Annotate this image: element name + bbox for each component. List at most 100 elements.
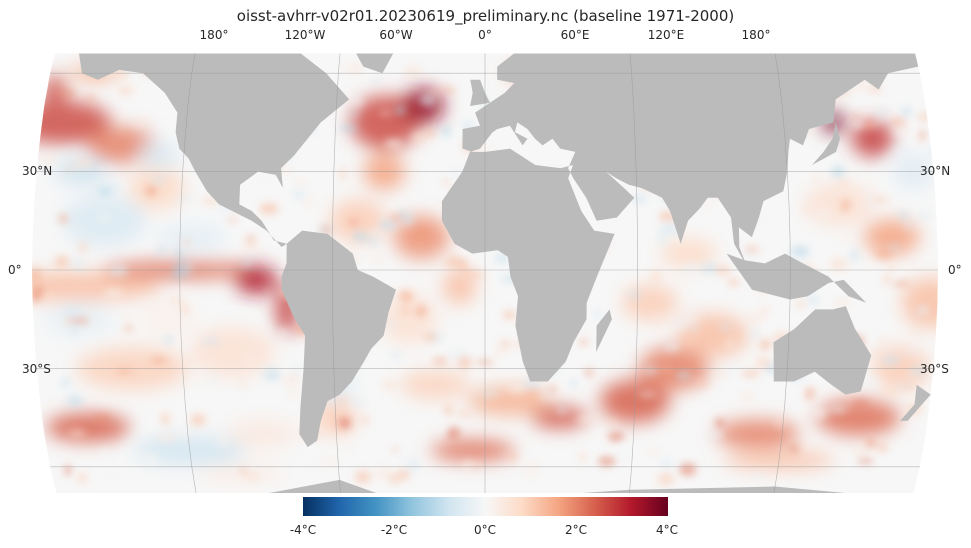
anomaly-speckle: [638, 391, 657, 397]
anomaly-speckle: [687, 338, 700, 344]
anomaly-patch: [863, 219, 920, 256]
anomaly-speckle: [851, 444, 869, 457]
lat-label-left-30s: 30°S: [22, 362, 51, 376]
anomaly-speckle: [349, 397, 366, 408]
anomaly-speckle: [642, 447, 651, 455]
anomaly-patch: [137, 140, 180, 170]
anomaly-speckle: [523, 466, 538, 479]
anomaly-speckle: [676, 370, 692, 380]
anomaly-speckle: [415, 304, 427, 318]
lon-label-180e: 180°: [741, 28, 771, 42]
anomaly-speckle: [120, 187, 128, 192]
land-indonesia: [726, 253, 867, 303]
anomaly-speckle: [805, 386, 815, 401]
anomaly-speckle: [834, 298, 850, 308]
anomaly-speckle: [338, 124, 358, 132]
anomaly-speckle: [106, 181, 123, 195]
anomaly-speckle: [857, 458, 874, 464]
anomaly-speckle: [902, 383, 914, 389]
anomaly-speckle: [726, 366, 738, 373]
anomaly-patch: [430, 439, 515, 462]
land-japan: [812, 122, 840, 165]
anomaly-speckle: [350, 96, 364, 107]
anomaly-speckle: [70, 323, 78, 336]
anomaly-speckle: [493, 350, 503, 357]
anomaly-speckle: [927, 146, 935, 159]
anomaly-speckle: [445, 255, 463, 268]
anomaly-speckle: [870, 197, 890, 203]
anomaly-speckle: [151, 177, 165, 185]
anomaly-speckle: [381, 379, 396, 391]
anomaly-speckle: [681, 336, 691, 341]
anomaly-speckle: [32, 285, 44, 298]
anomaly-speckle: [695, 379, 709, 387]
anomaly-speckle: [216, 434, 229, 447]
anomaly-speckle: [400, 289, 414, 304]
anomaly-patch: [402, 87, 445, 125]
anomaly-speckle: [348, 219, 359, 226]
lon-label-120e: 120°E: [647, 28, 685, 42]
anomaly-speckle: [414, 227, 428, 239]
anomaly-speckle: [55, 255, 70, 268]
anomaly-speckle: [886, 244, 901, 249]
anomaly-speckle: [70, 257, 87, 271]
anomaly-speckle: [598, 456, 616, 467]
anomaly-speckle: [163, 336, 174, 343]
anomaly-speckle: [745, 313, 766, 324]
anomaly-speckle: [861, 376, 880, 388]
anomaly-patch: [235, 265, 278, 295]
anomaly-speckle: [627, 292, 643, 299]
anomaly-speckle: [877, 442, 888, 453]
anomaly-speckle: [917, 113, 931, 121]
anomaly-speckle: [910, 327, 918, 340]
anomaly-speckle: [194, 416, 206, 422]
map-title: oisst-avhrr-v02r01.20230619_preliminary.…: [236, 7, 735, 25]
anomaly-speckle: [157, 432, 177, 443]
anomaly-speckle: [671, 321, 690, 329]
anomaly-patch: [199, 466, 284, 481]
anomaly-patch: [227, 419, 298, 449]
anomaly-speckle: [32, 267, 40, 274]
anomaly-speckle: [727, 278, 740, 287]
anomaly-speckle: [319, 224, 333, 236]
anomaly-speckle: [715, 371, 729, 377]
land-australia: [773, 306, 872, 395]
anomaly-speckle: [801, 202, 819, 215]
anomaly-speckle: [303, 195, 315, 209]
anomaly-speckle: [817, 208, 831, 218]
anomaly-speckle: [388, 473, 400, 485]
ocean-anomaly-field: [32, 53, 938, 493]
anomaly-speckle: [657, 472, 675, 486]
lat-label-right-30n: 30°N: [920, 164, 951, 178]
anomaly-speckle: [178, 286, 191, 299]
anomaly-speckle: [85, 349, 97, 357]
anomaly-speckle: [594, 309, 602, 320]
anomaly-speckle: [157, 246, 166, 256]
anomaly-speckle: [64, 464, 72, 476]
anomaly-speckle: [659, 223, 680, 235]
anomaly-speckle: [403, 66, 422, 78]
anomaly-patch: [157, 222, 228, 252]
land-new-zealand: [900, 384, 931, 421]
anomaly-speckle: [715, 417, 724, 429]
anomaly-speckle: [123, 325, 134, 332]
anomaly-speckle: [437, 415, 445, 428]
anomaly-speckle: [919, 130, 926, 141]
anomaly-speckle: [759, 305, 770, 315]
anomaly-speckle: [423, 333, 437, 342]
anomaly-speckle: [881, 388, 900, 395]
anomaly-speckle: [829, 257, 849, 271]
anomaly-speckle: [145, 185, 158, 197]
anomaly-speckle: [339, 167, 346, 181]
anomaly-speckle: [390, 349, 402, 361]
anomaly-speckle: [643, 366, 659, 375]
anomaly-speckle: [852, 121, 864, 129]
anomaly-speckle: [524, 388, 541, 403]
anomaly-speckle: [840, 198, 851, 212]
anomaly-speckle: [259, 175, 270, 185]
anomaly-speckle: [103, 288, 124, 299]
anomaly-speckle: [691, 322, 699, 334]
anomaly-speckle: [371, 253, 384, 265]
anomaly-speckle: [68, 428, 86, 438]
anomaly-speckle: [741, 370, 761, 377]
